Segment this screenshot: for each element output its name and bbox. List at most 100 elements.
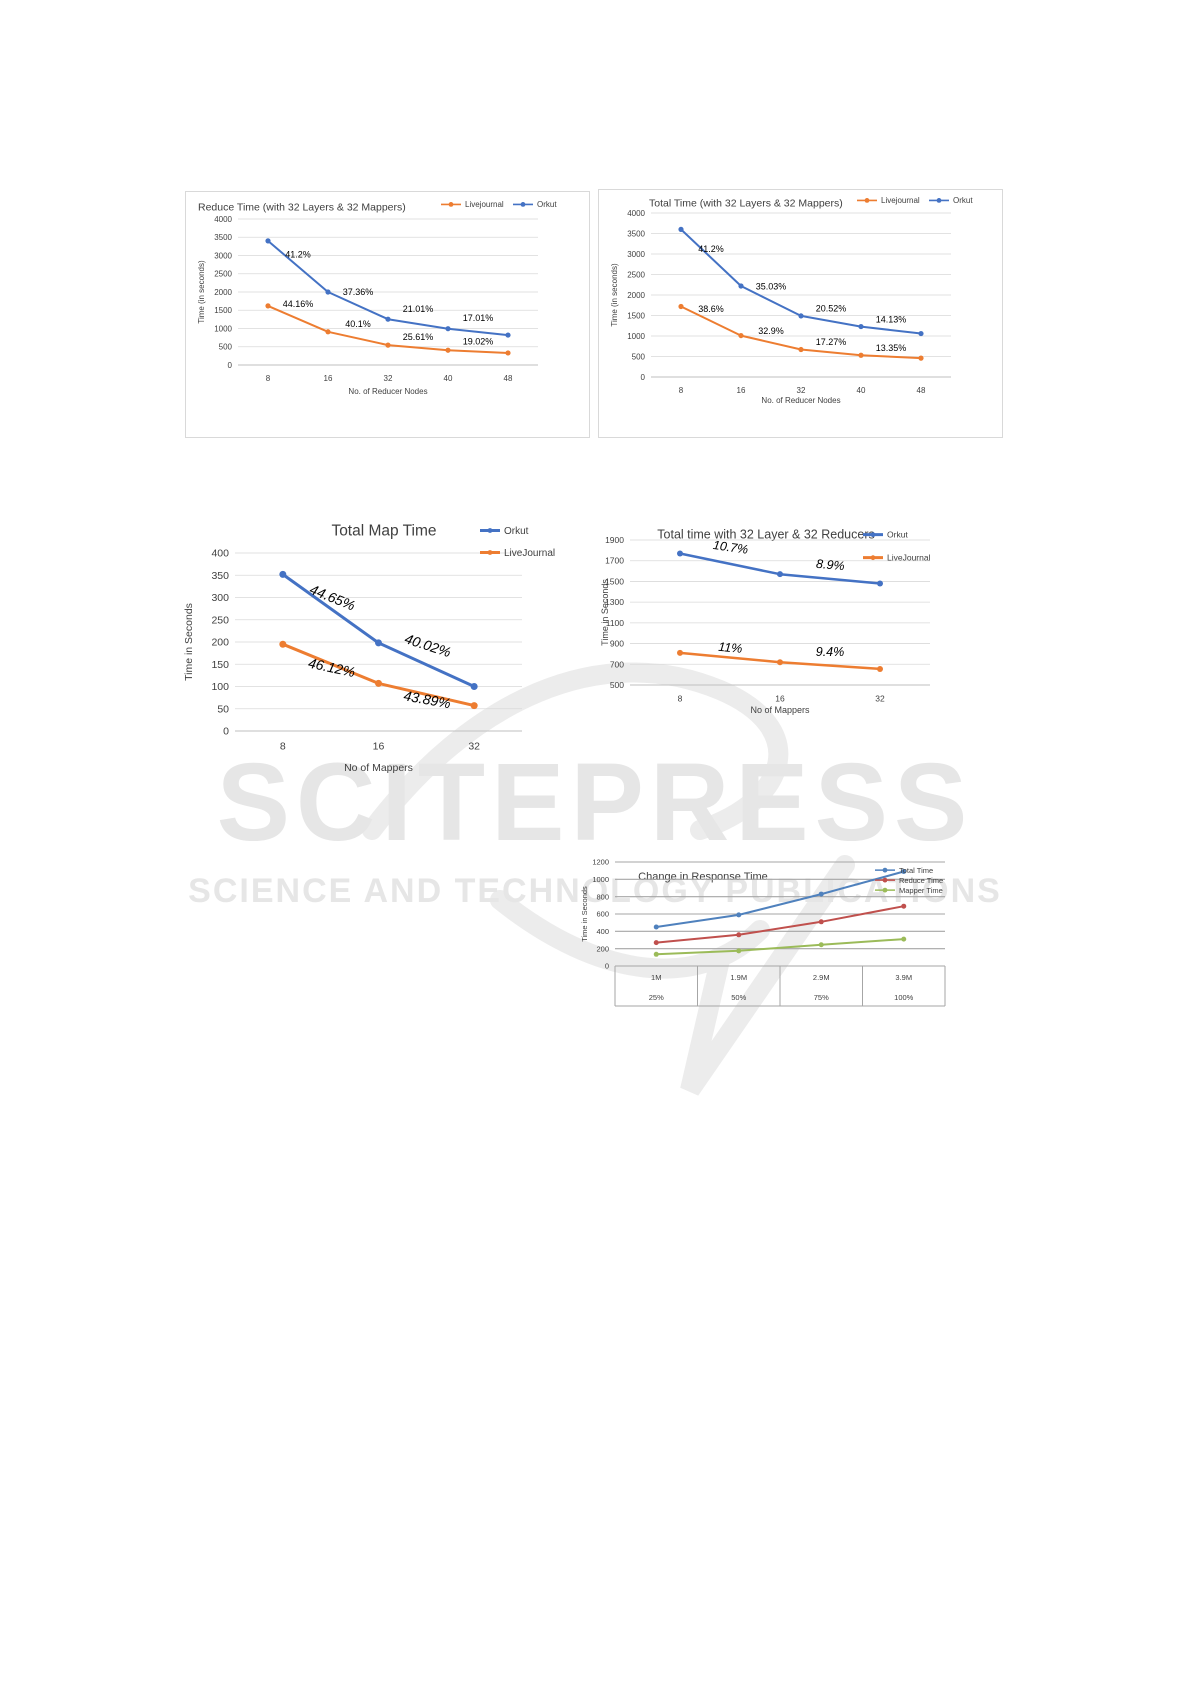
data-point-livejournal	[445, 347, 451, 353]
x-tick-label: 48	[504, 374, 513, 383]
y-tick-label: 500	[632, 352, 646, 361]
x-axis-title: No of Mappers	[750, 705, 810, 715]
legend-marker	[487, 550, 493, 555]
x-tick-label: 48	[917, 386, 926, 395]
data-point-reduce-time	[653, 940, 659, 946]
y-tick-label: 3500	[627, 229, 645, 238]
data-point-livejournal	[678, 303, 684, 310]
data-point-livejournal	[677, 649, 683, 656]
data-point-reduce-time	[818, 919, 824, 925]
data-label: 10.7%	[712, 538, 749, 557]
data-point-orkut	[470, 683, 478, 690]
y-tick-label: 250	[211, 614, 229, 626]
legend-label: Total Time	[899, 866, 933, 875]
data-label: 17.27%	[816, 337, 847, 347]
x-subcategory-label: 100%	[894, 993, 914, 1002]
data-point-livejournal	[375, 679, 382, 687]
chart-title: Total time with 32 Layer & 32 Reducers	[657, 528, 874, 542]
data-point-livejournal	[858, 352, 864, 358]
y-tick-label: 3000	[214, 251, 232, 260]
x-tick-label: 8	[678, 694, 683, 704]
y-tick-label: 4000	[627, 209, 645, 218]
data-label: 19.02%	[463, 337, 494, 347]
data-label: 46.12%	[307, 655, 357, 681]
legend-marker	[882, 877, 888, 883]
chart-panel-total-time-mappers: Total time with 32 Layer & 32 Reducers 50…	[598, 520, 1008, 775]
y-tick-label: 3000	[627, 250, 645, 259]
data-label: 11%	[718, 640, 743, 656]
data-point-reduce-time	[901, 903, 907, 909]
series-line-total-time	[655, 870, 905, 928]
y-tick-label: 1500	[627, 311, 645, 320]
y-tick-label: 400	[211, 548, 229, 560]
data-point-orkut	[677, 550, 683, 557]
x-tick-label: 8	[266, 374, 271, 383]
y-tick-label: 1200	[592, 858, 609, 867]
y-tick-label: 0	[228, 361, 233, 370]
y-tick-label: 2000	[627, 291, 645, 300]
legend-marker	[870, 555, 876, 561]
x-tick-label: 40	[857, 386, 866, 395]
y-tick-label: 0	[605, 962, 609, 971]
legend-label: Orkut	[953, 196, 973, 205]
watermark-brand: SCITEPRESS	[217, 741, 974, 864]
data-point-mapper-time	[736, 948, 742, 954]
y-tick-label: 2500	[627, 270, 645, 279]
x-axis-title: No. of Reducer Nodes	[348, 387, 427, 396]
y-tick-label: 3500	[214, 233, 232, 242]
legend-label: Reduce Time	[899, 876, 943, 885]
series-line-reduce-time	[655, 905, 905, 944]
data-label: 8.9%	[816, 557, 846, 573]
y-tick-label: 500	[610, 680, 624, 690]
data-label: 14.13%	[876, 314, 907, 324]
data-label: 41.2%	[698, 244, 724, 254]
legend-marker	[882, 867, 888, 873]
chart-total-map-time: Total Map Time 0 50 100 150 200 250 300 350 400 8 1…	[183, 523, 555, 775]
data-label: 41.2%	[285, 249, 311, 259]
chart-title: Total Time (with 32 Layers & 32 Mappers)	[649, 198, 843, 210]
data-label: 9.4%	[816, 645, 845, 659]
y-tick-label: 150	[211, 659, 229, 671]
y-tick-label: 1000	[214, 324, 232, 333]
y-tick-label: 400	[596, 927, 609, 936]
y-tick-label: 100	[211, 681, 229, 693]
data-point-livejournal	[918, 355, 924, 361]
y-axis-title: Time in Seconds	[183, 603, 195, 681]
data-point-livejournal	[777, 659, 783, 666]
data-point-orkut	[385, 316, 391, 322]
legend-marker	[487, 528, 493, 533]
y-tick-label: 2000	[214, 288, 232, 297]
y-tick-label: 1100	[606, 618, 625, 628]
x-tick-label: 1.9M	[730, 973, 747, 982]
data-point-livejournal	[265, 303, 271, 309]
chart-panel-total-map-time: Total Map Time 0 50 100 150 200 250 300 350 400 8 1…	[180, 515, 590, 775]
data-label: 13.35%	[876, 343, 907, 353]
x-tick-label: 8	[679, 386, 684, 395]
data-point-livejournal	[279, 640, 287, 648]
legend-label: Livejournal	[881, 196, 920, 205]
data-point-mapper-time	[901, 936, 907, 942]
data-point-orkut	[877, 580, 883, 587]
x-tick-label: 3.9M	[895, 973, 912, 982]
y-tick-label: 1500	[214, 306, 232, 315]
data-point-orkut	[858, 323, 864, 330]
y-tick-label: 1700	[605, 556, 624, 566]
legend-marker	[870, 532, 876, 538]
legend-label: LiveJournal	[887, 553, 931, 563]
data-point-livejournal	[505, 350, 511, 356]
chart-panel-change-response-time: Change in Response Time 0 200 400 600 800 1000…	[580, 858, 1020, 1074]
y-tick-label: 1000	[627, 332, 645, 341]
watermark-swoosh	[362, 662, 855, 1096]
data-label: 40.02%	[403, 630, 453, 660]
data-point-livejournal	[385, 342, 391, 348]
data-label: 44.16%	[283, 299, 314, 309]
x-tick-label: 32	[384, 374, 393, 383]
legend-marker	[936, 198, 942, 203]
data-point-orkut	[678, 226, 684, 232]
legend-label: Orkut	[537, 200, 557, 209]
x-tick-label: 32	[468, 741, 480, 753]
y-tick-label: 1300	[605, 597, 624, 607]
data-point-livejournal	[877, 665, 883, 672]
y-tick-label: 50	[217, 703, 229, 715]
y-tick-label: 1900	[605, 535, 624, 545]
